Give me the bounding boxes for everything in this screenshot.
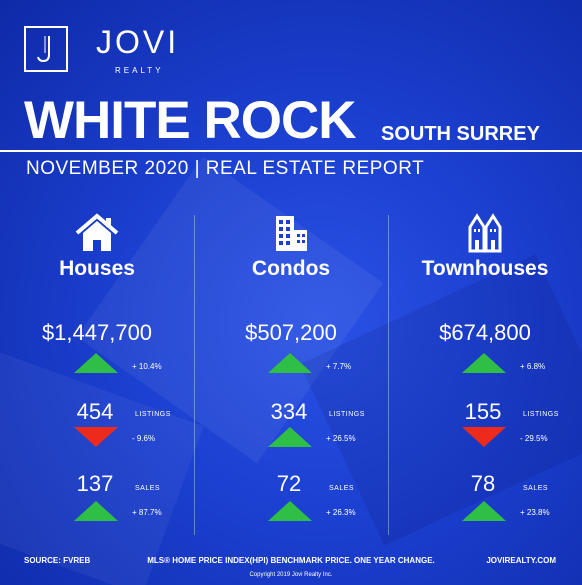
price-change: + 6.8% [520,362,546,371]
trend-down-icon [462,427,506,447]
condo-building-icon [276,216,307,251]
sales-label: SALES [135,485,161,492]
benchmark-price: $674,800 [439,320,531,345]
listings-label: LISTINGS [329,411,365,418]
sales-count: 72 [276,471,302,496]
price-change: + 7.7% [326,362,352,371]
column-townhouses: Townhouses $674,800 + 6.8% 155 LISTINGS … [388,205,582,550]
sales-change: + 23.8% [520,508,550,517]
benchmark-price: $1,447,700 [41,320,153,345]
sales-count: 137 [76,471,114,496]
listings-label: LISTINGS [135,411,171,418]
sales-change: + 26.3% [326,508,356,517]
page-title: WHITE ROCK [24,91,357,150]
trend-up-icon [268,353,312,373]
listings-change: + 26.5% [326,434,356,443]
trend-up-icon [268,427,312,447]
footer-copyright: Copyright 2019 Jovi Realty Inc. [249,572,333,578]
footer-note: MLS® HOME PRICE INDEX(HPI) BENCHMARK PRI… [147,556,435,565]
monogram-glyph-icon [37,36,50,63]
house-icon [75,213,119,251]
column-title: Condos [251,257,331,280]
townhouse-icon [468,213,502,253]
column-divider [388,215,389,535]
column-title: Townhouses [421,257,549,280]
brand-name: JOVI [96,24,180,60]
page-subtitle: SOUTH SURREY [381,123,540,145]
listings-count: 454 [76,399,114,424]
column-condos: Condos $507,200 + 7.7% 334 LISTINGS + 26… [194,205,388,550]
sales-change: + 87.7% [132,508,162,517]
listings-change: - 9.6% [132,434,156,443]
trend-up-icon [462,353,506,373]
price-change: + 10.4% [132,362,162,371]
sales-label: SALES [523,485,549,492]
report-heading: NOVEMBER 2020 | REAL ESTATE REPORT [26,158,425,179]
trend-up-icon [268,501,312,521]
column-title: Houses [59,257,135,280]
footer-website-link[interactable]: JOVIREALTY.COM [486,556,556,565]
listings-label: LISTINGS [523,411,559,418]
footer-source: SOURCE: FVREB [24,556,91,565]
sales-count: 78 [470,471,496,496]
jovi-monogram-icon [24,26,68,72]
column-divider [194,215,195,535]
title-divider [0,150,582,152]
benchmark-price: $507,200 [245,320,337,345]
trend-up-icon [462,501,506,521]
listings-count: 334 [270,399,308,424]
column-houses: Houses $1,447,700 + 10.4% 454 LISTINGS -… [0,205,194,550]
listings-count: 155 [464,399,502,424]
listings-change: - 29.5% [520,434,548,443]
trend-up-icon [74,501,118,521]
trend-down-icon [74,427,118,447]
brand-tagline: REALTY [115,66,164,75]
trend-up-icon [74,353,118,373]
sales-label: SALES [329,485,355,492]
